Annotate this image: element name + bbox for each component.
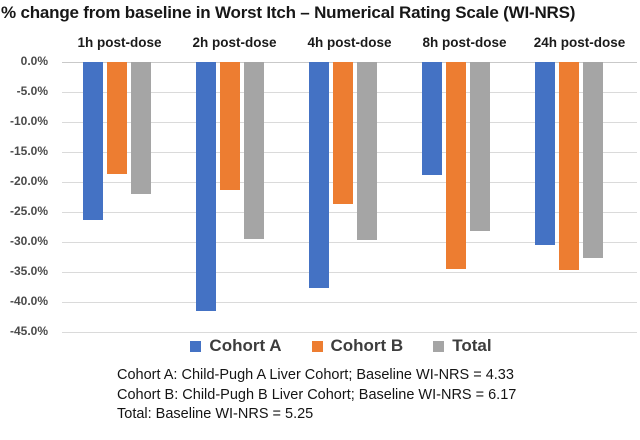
category-label: 24h post-dose xyxy=(533,35,626,50)
category-label: 2h post-dose xyxy=(192,35,277,50)
y-tick-label: -40.0% xyxy=(9,294,48,308)
bar-cohort-a xyxy=(83,62,103,220)
legend-label: Total xyxy=(452,336,492,355)
gridline xyxy=(62,272,637,273)
bar-cohort-b xyxy=(107,62,127,174)
category-label: 8h post-dose xyxy=(422,35,507,50)
y-tick-label: -45.0% xyxy=(9,324,48,338)
gridline xyxy=(62,332,637,333)
bar-total xyxy=(583,62,603,258)
y-tick-label: -15.0% xyxy=(9,144,48,158)
y-tick-label: -10.0% xyxy=(9,114,48,128)
legend-label: Cohort A xyxy=(209,336,282,355)
bar-cohort-b xyxy=(559,62,579,270)
legend-item-total: Total xyxy=(433,336,492,356)
cohort-b-swatch-icon xyxy=(311,341,323,352)
legend-label: Cohort B xyxy=(330,336,404,355)
y-tick-label: -25.0% xyxy=(9,204,48,218)
gridline xyxy=(62,302,637,303)
footnote-cohort-a: Cohort A: Child-Pugh A Liver Cohort; Bas… xyxy=(117,367,514,383)
bar-total xyxy=(470,62,490,231)
total-swatch-icon xyxy=(433,341,445,352)
y-tick-label: -30.0% xyxy=(9,234,48,248)
gridline xyxy=(62,212,637,213)
gridline xyxy=(62,242,637,243)
chart-title: % change from baseline in Worst Itch – N… xyxy=(1,3,576,22)
legend: Cohort A Cohort B Total xyxy=(0,336,640,356)
legend-item-cohort-b: Cohort B xyxy=(311,336,404,356)
bar-total xyxy=(244,62,264,239)
y-tick-label: 0.0% xyxy=(20,54,48,68)
bar-cohort-b xyxy=(333,62,353,204)
bar-total xyxy=(357,62,377,240)
bar-cohort-a xyxy=(535,62,555,245)
bar-cohort-b xyxy=(220,62,240,190)
footnote-cohort-b: Cohort B: Child-Pugh B Liver Cohort; Bas… xyxy=(117,386,517,403)
bar-cohort-a xyxy=(422,62,442,175)
legend-item-cohort-a: Cohort A xyxy=(190,336,282,356)
cohort-a-swatch-icon xyxy=(190,341,202,352)
bar-total xyxy=(131,62,151,194)
bar-cohort-a xyxy=(196,62,216,311)
footnote-total: Total: Baseline WI-NRS = 5.25 xyxy=(117,406,314,423)
category-label: 4h post-dose xyxy=(307,35,392,50)
y-tick-label: -5.0% xyxy=(16,84,48,98)
y-tick-label: -35.0% xyxy=(9,264,48,278)
y-tick-label: -20.0% xyxy=(9,174,48,188)
bar-cohort-a xyxy=(309,62,329,288)
footnotes: Cohort A: Child-Pugh A Liver Cohort; Bas… xyxy=(117,366,627,425)
category-label: 1h post-dose xyxy=(77,35,162,50)
bar-cohort-b xyxy=(446,62,466,269)
